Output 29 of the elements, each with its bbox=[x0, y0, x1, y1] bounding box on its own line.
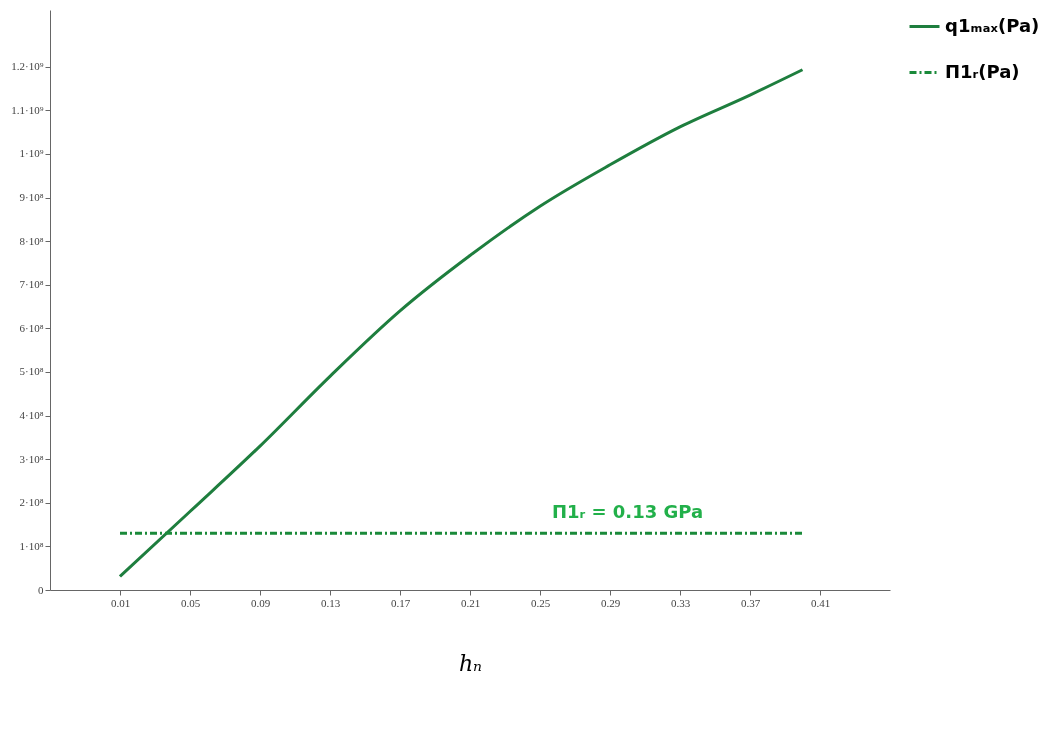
legend-label: Π1ᵣ(Pa) bbox=[945, 60, 1020, 82]
y-tick-label: 5·10⁸ bbox=[19, 365, 44, 378]
y-tick-label: 7·10⁸ bbox=[19, 278, 44, 291]
x-axis-title: hₙ bbox=[458, 650, 483, 676]
y-tick-label: 1.2·10⁹ bbox=[11, 60, 44, 73]
x-tick-label: 0.21 bbox=[460, 596, 481, 609]
y-tick-label: 0 bbox=[38, 583, 44, 596]
x-tick-label: 0.33 bbox=[670, 596, 691, 609]
y-tick-label: 1·10⁸ bbox=[19, 539, 44, 552]
y-tick-label: 8·10⁸ bbox=[19, 234, 44, 247]
y-tick-label: 4·10⁸ bbox=[19, 409, 44, 422]
x-tick-label: 0.05 bbox=[180, 596, 201, 609]
line-series bbox=[118, 68, 804, 578]
x-tick-label: 0.01 bbox=[110, 596, 131, 609]
x-tick-label: 0.29 bbox=[600, 596, 621, 609]
y-tick-label: 6·10⁸ bbox=[19, 321, 44, 334]
x-tick-label: 0.17 bbox=[390, 596, 411, 609]
x-tick-label: 0.37 bbox=[740, 596, 761, 609]
y-tick-label: 3·10⁸ bbox=[19, 452, 44, 465]
annotation: Π1ᵣ = 0.13 GPa bbox=[551, 501, 704, 523]
x-tick-label: 0.13 bbox=[320, 596, 341, 609]
y-tick-label: 1·10⁹ bbox=[19, 147, 44, 160]
x-tick-label: 0.09 bbox=[250, 596, 271, 609]
x-tick-label: 0.25 bbox=[530, 596, 551, 609]
legend-label: q1ₘₐₓ(Pa) bbox=[945, 14, 1040, 36]
y-tick-label: 2·10⁸ bbox=[19, 496, 44, 509]
y-tick-label: 9·10⁸ bbox=[19, 191, 44, 204]
y-tick-label: 1.1·10⁹ bbox=[11, 103, 44, 116]
x-tick-label: 0.41 bbox=[810, 596, 831, 609]
